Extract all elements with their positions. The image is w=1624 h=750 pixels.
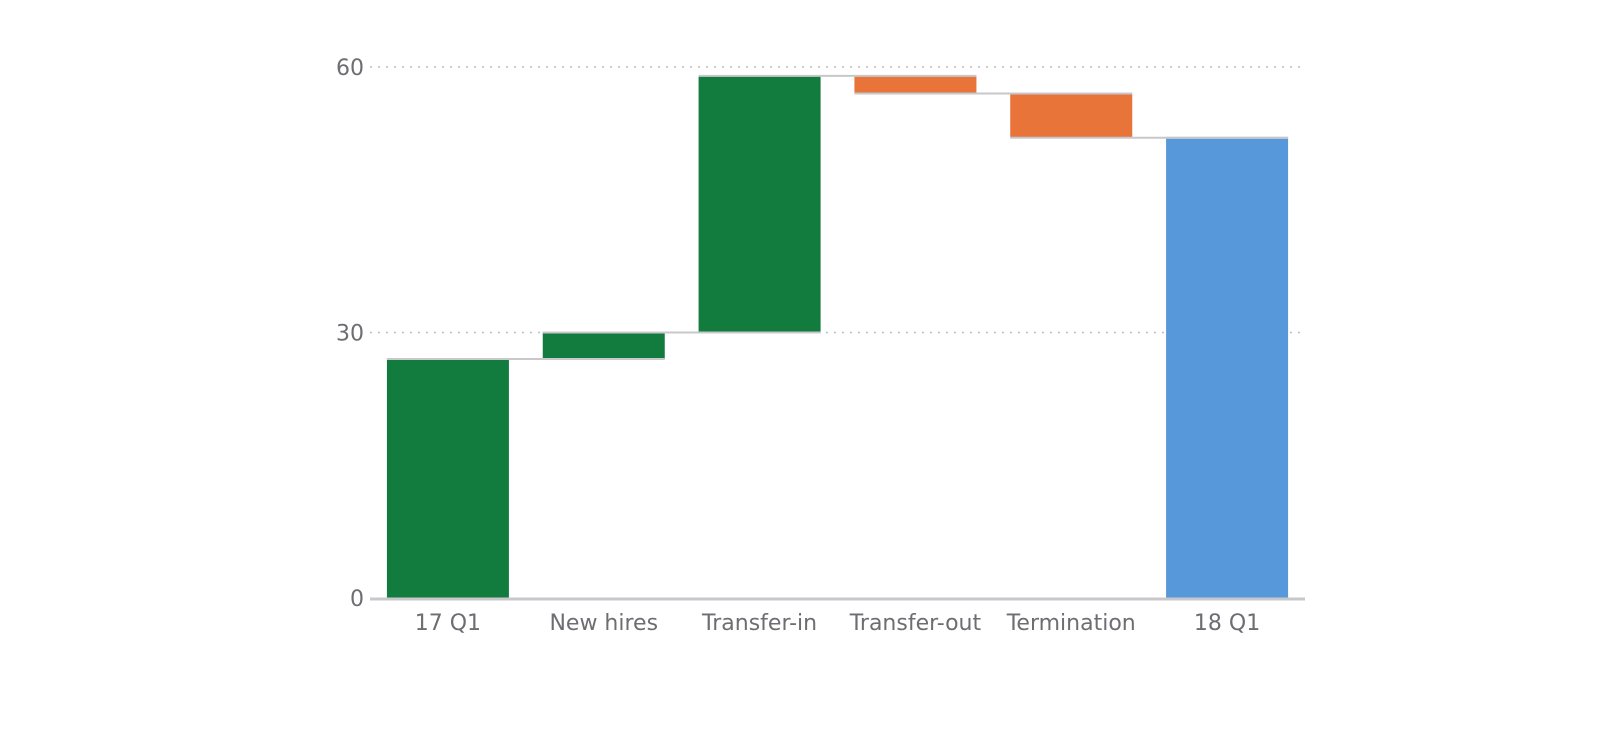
bar-transfer-out — [854, 75, 977, 94]
x-tick-label: Transfer-out — [849, 611, 982, 636]
bar-18-q1 — [1166, 137, 1289, 599]
bar-termination — [1010, 93, 1133, 138]
bar-transfer-in — [698, 75, 821, 333]
y-tick-label: 0 — [350, 587, 364, 612]
x-tick-label: Termination — [1006, 611, 1136, 636]
bar-new-hires — [542, 332, 665, 360]
connector-lines — [386, 74, 1289, 361]
x-tick-label: 17 Q1 — [415, 611, 481, 636]
y-tick-label: 60 — [336, 56, 364, 81]
bars — [386, 75, 1289, 599]
x-tick-label: 18 Q1 — [1194, 611, 1260, 636]
x-axis: 17 Q1 New hires Transfer-in Transfer-out Ter… — [370, 597, 1305, 636]
x-tick-label: New hires — [549, 611, 658, 636]
bar-17-q1 — [386, 359, 509, 598]
x-tick-label: Transfer-in — [701, 611, 817, 636]
grid-lines — [370, 66, 1305, 334]
y-tick-label: 30 — [336, 322, 364, 347]
y-axis: 0 30 60 — [336, 56, 364, 612]
